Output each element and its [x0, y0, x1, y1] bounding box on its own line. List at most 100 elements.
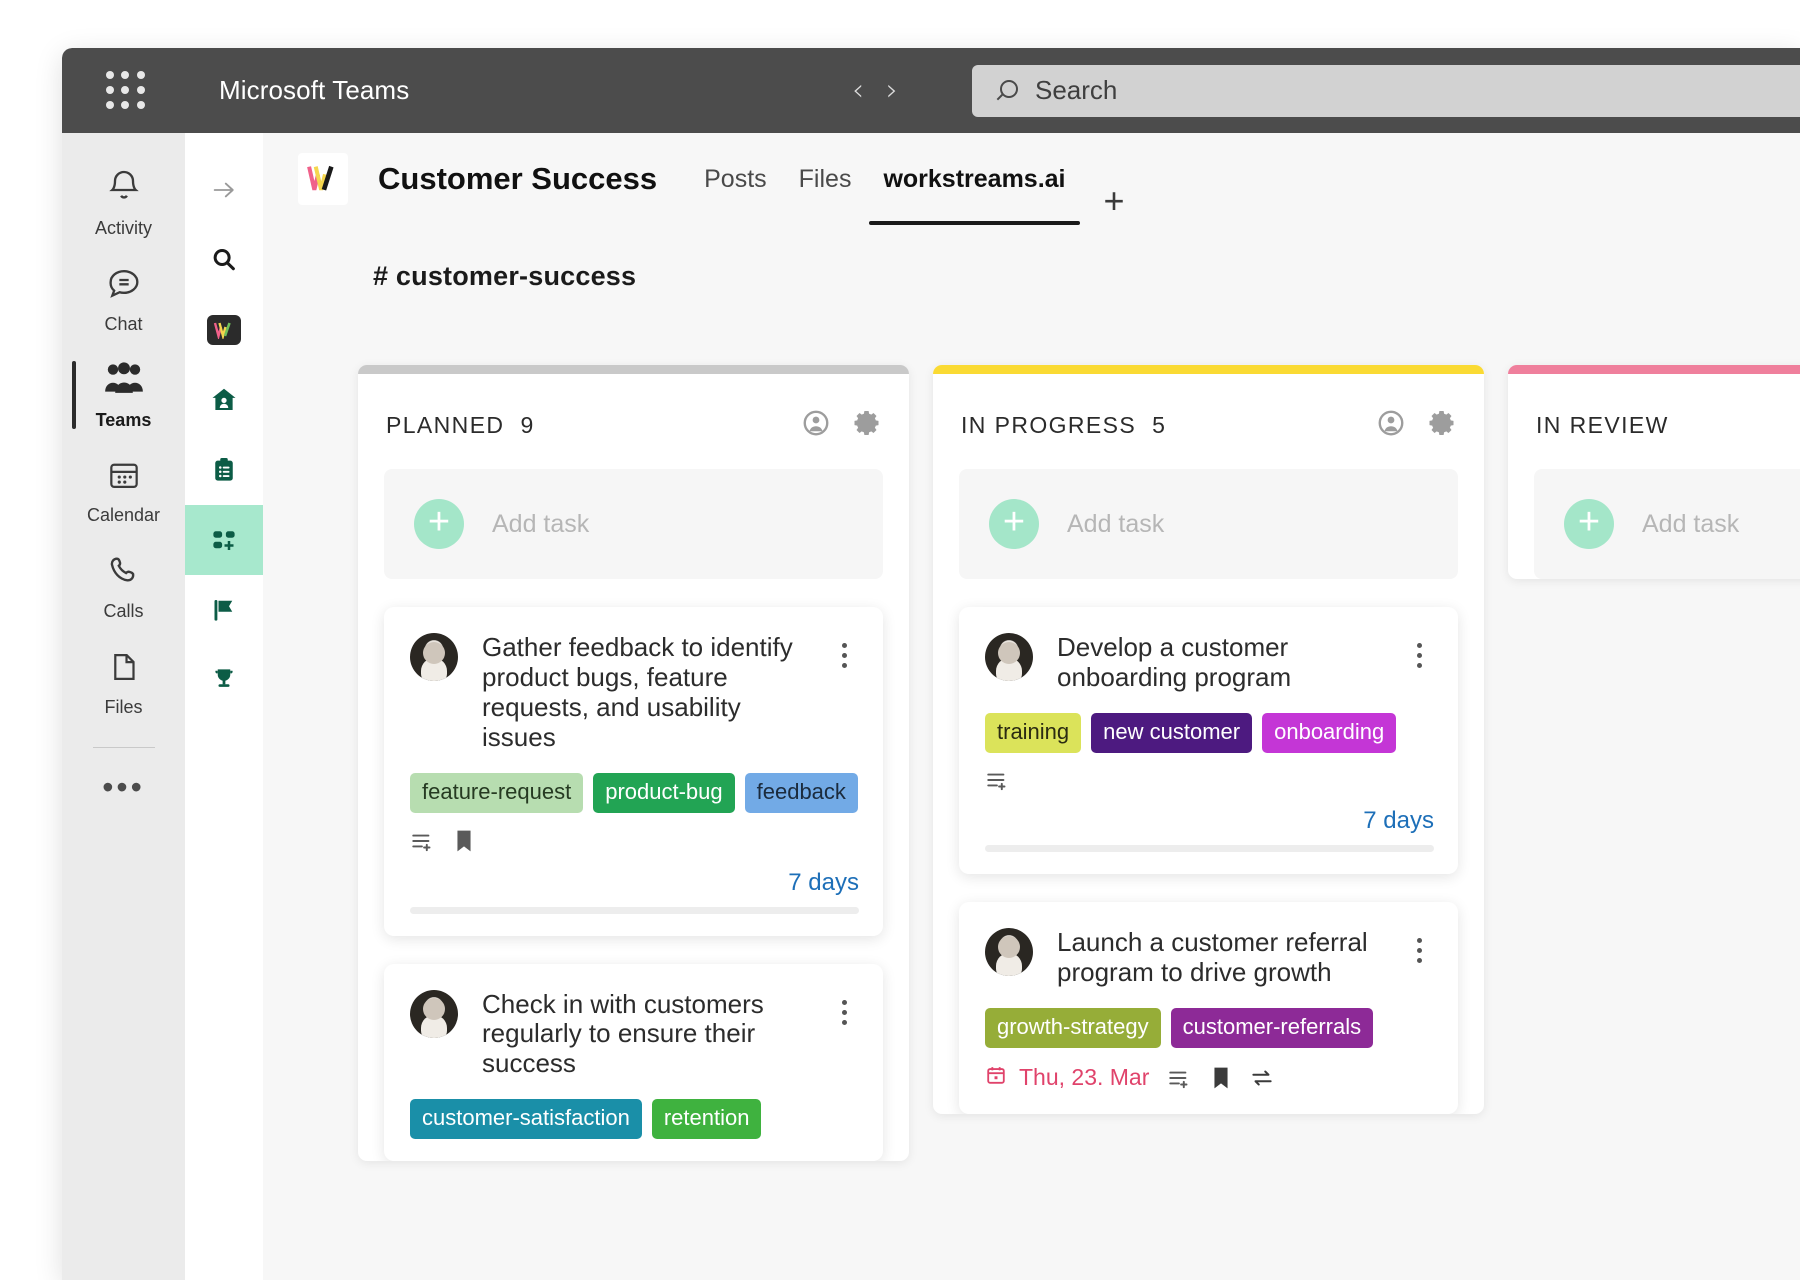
- sidebar-item-chat[interactable]: Chat: [62, 251, 185, 347]
- tag[interactable]: new customer: [1091, 712, 1253, 753]
- forward-arrow-icon[interactable]: ›: [886, 72, 898, 108]
- board-column-in-review: IN REVIEW: [1508, 365, 1800, 579]
- task-card[interactable]: Develop a customer onboarding program tr…: [959, 607, 1458, 874]
- arrow-right-icon[interactable]: [185, 155, 263, 225]
- tag[interactable]: retention: [651, 1099, 762, 1140]
- kebab-menu-icon[interactable]: [829, 633, 859, 668]
- sidebar-item-activity[interactable]: Activity: [62, 155, 185, 251]
- person-circle-icon[interactable]: [1376, 408, 1406, 443]
- add-subtask-icon[interactable]: [1167, 1067, 1193, 1089]
- add-subtask-icon[interactable]: [985, 769, 1011, 791]
- tag[interactable]: customer-satisfaction: [410, 1099, 642, 1140]
- workstreams-logo-icon: [298, 153, 348, 205]
- workstreams-logo-icon[interactable]: [185, 295, 263, 365]
- bell-icon: [104, 167, 144, 212]
- page-title: Customer Success: [378, 161, 658, 196]
- avatar: [410, 989, 458, 1038]
- sidebar-item-teams[interactable]: Teams: [62, 347, 185, 443]
- person-circle-icon[interactable]: [801, 408, 831, 443]
- task-tags: feature-request product-bug feedback: [410, 772, 859, 813]
- channel-content: Customer Success Posts Files workstreams…: [263, 133, 1800, 1280]
- search-input[interactable]: Search: [972, 64, 1800, 117]
- sidebar-item-label: Calendar: [86, 505, 161, 525]
- sidebar-item-calendar[interactable]: Calendar: [62, 443, 185, 539]
- due-date-label: Thu, 23. Mar: [1019, 1064, 1150, 1091]
- board-column-planned: PLANNED 9: [358, 365, 909, 1162]
- document-icon: [104, 648, 144, 691]
- app-launcher-icon[interactable]: [106, 70, 146, 111]
- tab-posts[interactable]: Posts: [704, 164, 767, 193]
- task-card[interactable]: Check in with customers regularly to ens…: [384, 963, 883, 1162]
- kebab-menu-icon[interactable]: [1404, 633, 1434, 668]
- app-title: Microsoft Teams: [219, 75, 410, 105]
- due-date[interactable]: Thu, 23. Mar: [985, 1064, 1149, 1092]
- back-arrow-icon[interactable]: ‹: [852, 72, 864, 108]
- task-tags: customer-satisfaction retention: [410, 1099, 859, 1140]
- search-placeholder: Search: [1035, 75, 1118, 105]
- column-header: PLANNED 9: [358, 374, 909, 451]
- kebab-menu-icon[interactable]: [829, 990, 859, 1025]
- bookmark-icon[interactable]: [454, 829, 474, 853]
- trophy-icon[interactable]: [185, 645, 263, 715]
- sidebar-item-calls[interactable]: Calls: [62, 539, 185, 635]
- add-task-button[interactable]: Add task: [959, 469, 1458, 579]
- tag[interactable]: feedback: [744, 772, 858, 813]
- column-title: IN REVIEW: [1536, 412, 1669, 438]
- clipboard-list-icon[interactable]: [185, 435, 263, 505]
- column-stripe: [933, 365, 1484, 374]
- calendar-icon: [985, 1064, 1007, 1092]
- column-header: IN REVIEW: [1508, 374, 1800, 451]
- workstreams-icon-rail: [185, 133, 263, 1280]
- bookmark-icon[interactable]: [1211, 1066, 1231, 1090]
- board-column-in-progress: IN PROGRESS 5: [933, 365, 1484, 1114]
- progress-bar: [985, 844, 1434, 852]
- rail-more-button[interactable]: •••: [102, 768, 145, 805]
- kanban-board: PLANNED 9: [263, 365, 1800, 1280]
- home-person-icon[interactable]: [185, 365, 263, 435]
- search-icon: [999, 79, 1021, 102]
- tag[interactable]: onboarding: [1262, 712, 1397, 753]
- phone-icon: [104, 552, 144, 595]
- add-task-label: Add task: [1642, 509, 1740, 538]
- sidebar-item-files[interactable]: Files: [62, 635, 185, 731]
- tag[interactable]: product-bug: [593, 772, 735, 813]
- tab-workstreams[interactable]: workstreams.ai: [867, 133, 1081, 225]
- task-meta: Thu, 23. Mar: [985, 1064, 1434, 1092]
- column-title: IN PROGRESS: [961, 412, 1137, 438]
- column-stripe: [358, 365, 909, 374]
- tag[interactable]: training: [985, 712, 1082, 753]
- kebab-menu-icon[interactable]: [1404, 928, 1434, 963]
- task-title: Check in with customers regularly to ens…: [482, 988, 764, 1079]
- add-task-button[interactable]: Add task: [1534, 469, 1800, 579]
- tag[interactable]: growth-strategy: [985, 1007, 1161, 1048]
- title-bar: Microsoft Teams ‹ › Search: [62, 48, 1800, 133]
- task-card[interactable]: Gather feedback to identify product bugs…: [384, 607, 883, 936]
- gear-icon[interactable]: [853, 408, 883, 443]
- search-icon[interactable]: [185, 225, 263, 295]
- task-progress: 7 days: [410, 869, 859, 914]
- task-days-label: 7 days: [788, 868, 859, 896]
- flag-icon[interactable]: [185, 575, 263, 645]
- avatar: [985, 633, 1033, 681]
- task-tags: growth-strategy customer-referrals: [985, 1007, 1434, 1048]
- column-count: 9: [520, 412, 534, 438]
- teams-left-rail: Activity Chat: [62, 133, 185, 1280]
- avatar: [410, 633, 458, 681]
- gear-icon[interactable]: [1428, 408, 1458, 443]
- repeat-icon[interactable]: [1249, 1067, 1275, 1089]
- add-board-icon[interactable]: [185, 505, 263, 575]
- add-tab-button[interactable]: +: [1103, 180, 1125, 221]
- sidebar-item-label: Activity: [94, 218, 152, 238]
- column-count: 5: [1152, 412, 1165, 438]
- teams-window: Microsoft Teams ‹ › Search: [62, 48, 1800, 1280]
- calendar-icon: [104, 456, 144, 499]
- add-subtask-icon[interactable]: [410, 830, 436, 852]
- progress-bar: [410, 906, 859, 914]
- tab-files[interactable]: Files: [798, 164, 852, 193]
- add-task-button[interactable]: Add task: [384, 469, 883, 579]
- tag[interactable]: feature-request: [410, 772, 584, 813]
- nav-arrows: ‹ ›: [852, 72, 898, 108]
- task-card[interactable]: Launch a customer referral program to dr…: [959, 901, 1458, 1114]
- tag[interactable]: customer-referrals: [1170, 1007, 1374, 1048]
- sidebar-item-label: Teams: [95, 410, 152, 430]
